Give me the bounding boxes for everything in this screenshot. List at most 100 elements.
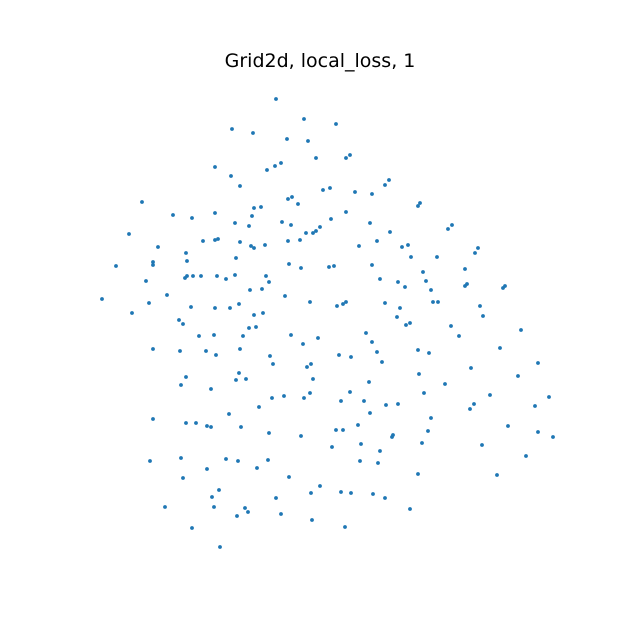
- scatter-point: [237, 371, 241, 375]
- scatter-point: [263, 243, 267, 247]
- scatter-point: [551, 435, 555, 439]
- scatter-point: [344, 156, 348, 160]
- scatter-point: [267, 431, 271, 435]
- scatter-point: [498, 346, 502, 350]
- scatter-point: [287, 475, 291, 479]
- scatter-point: [314, 156, 318, 160]
- scatter-point: [243, 506, 247, 510]
- scatter-point: [248, 288, 252, 292]
- scatter-point: [339, 399, 343, 403]
- scatter-point: [359, 442, 363, 446]
- scatter-point: [179, 383, 183, 387]
- scatter-point: [334, 428, 338, 432]
- scatter-point: [274, 97, 278, 101]
- scatter-point: [302, 117, 306, 121]
- scatter-point: [280, 220, 284, 224]
- scatter-point: [216, 237, 220, 241]
- scatter-point: [210, 495, 214, 499]
- scatter-point: [480, 443, 484, 447]
- scatter-point: [309, 362, 313, 366]
- scatter-point: [279, 161, 283, 165]
- scatter-point: [267, 280, 271, 284]
- scatter-point: [416, 348, 420, 352]
- scatter-point: [329, 217, 333, 221]
- scatter-point: [209, 425, 213, 429]
- scatter-point: [224, 457, 228, 461]
- scatter-point: [238, 240, 242, 244]
- scatter-point: [519, 328, 523, 332]
- scatter-point: [250, 214, 254, 218]
- scatter-point: [286, 239, 290, 243]
- scatter-point: [255, 466, 259, 470]
- scatter-point: [229, 174, 233, 178]
- scatter-point: [205, 467, 209, 471]
- scatter-point: [431, 300, 435, 304]
- scatter-point: [341, 428, 345, 432]
- scatter-point: [314, 229, 318, 233]
- scatter-point: [310, 518, 314, 522]
- scatter-point: [339, 490, 343, 494]
- scatter-point: [435, 255, 439, 259]
- scatter-point: [147, 301, 151, 305]
- scatter-point: [189, 305, 193, 309]
- scatter-point: [234, 378, 238, 382]
- scatter-point: [247, 326, 251, 330]
- scatter-point: [259, 205, 263, 209]
- scatter-point: [321, 188, 325, 192]
- scatter-point: [184, 251, 188, 255]
- scatter-point: [252, 313, 256, 317]
- scatter-point: [387, 178, 391, 182]
- scatter-point: [524, 454, 528, 458]
- scatter-point: [311, 377, 315, 381]
- scatter-point: [400, 245, 404, 249]
- scatter-point: [148, 459, 152, 463]
- chart-title: Grid2d, local_loss, 1: [224, 50, 416, 72]
- scatter-point: [204, 349, 208, 353]
- scatter-point: [236, 459, 240, 463]
- scatter-point: [348, 153, 352, 157]
- scatter-point: [332, 264, 336, 268]
- scatter-point: [344, 300, 348, 304]
- scatter-point: [199, 274, 203, 278]
- scatter-point: [547, 395, 551, 399]
- scatter-point: [533, 404, 537, 408]
- scatter-point: [417, 372, 421, 376]
- scatter-point: [213, 165, 217, 169]
- scatter-point: [234, 256, 238, 260]
- scatter-point: [384, 403, 388, 407]
- scatter-point: [241, 334, 245, 338]
- scatter-point: [183, 276, 187, 280]
- scatter-point: [390, 435, 394, 439]
- scatter-point: [171, 213, 175, 217]
- scatter-point: [476, 246, 480, 250]
- scatter-point: [235, 514, 239, 518]
- scatter-point: [247, 224, 251, 228]
- scatter-point: [536, 430, 540, 434]
- scatter-point: [305, 365, 309, 369]
- scatter-point: [233, 273, 237, 277]
- scatter-point: [249, 244, 253, 248]
- scatter-point: [416, 472, 420, 476]
- scatter-point: [357, 244, 361, 248]
- scatter-point: [378, 449, 382, 453]
- scatter-point: [465, 282, 469, 286]
- scatter-point: [388, 230, 392, 234]
- scatter-point: [213, 306, 217, 310]
- scatter-point: [306, 139, 310, 143]
- scatter-point: [254, 325, 258, 329]
- scatter-point: [330, 445, 334, 449]
- scatter-point: [468, 407, 472, 411]
- scatter-point: [257, 405, 261, 409]
- scatter-point: [446, 227, 450, 231]
- scatter-point: [398, 306, 402, 310]
- scatter-point: [127, 232, 131, 236]
- scatter-point: [457, 334, 461, 338]
- scatter-point: [244, 377, 248, 381]
- scatter-point: [273, 164, 277, 168]
- scatter-point: [406, 243, 410, 247]
- scatter-point: [151, 417, 155, 421]
- scatter-point: [217, 488, 221, 492]
- scatter-point: [311, 231, 315, 235]
- scatter-point: [144, 279, 148, 283]
- scatter-point: [239, 425, 243, 429]
